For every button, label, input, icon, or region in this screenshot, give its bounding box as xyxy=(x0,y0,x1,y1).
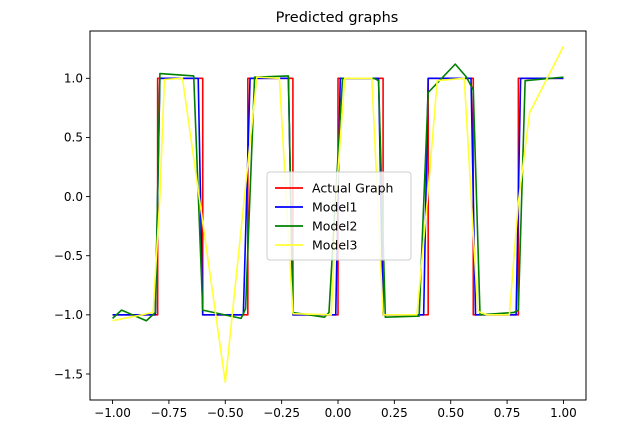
y-tick-label: 0.5 xyxy=(64,131,83,145)
x-tick-label: 1.00 xyxy=(550,406,577,420)
x-tick-label: −1.00 xyxy=(94,406,131,420)
x-tick-label: −0.75 xyxy=(151,406,188,420)
y-axis: −1.5 −1.0 −0.5 0.0 0.5 1.0 xyxy=(54,72,90,381)
series-line-3 xyxy=(112,46,565,384)
series-line-2 xyxy=(112,63,564,322)
y-tick-label: −0.5 xyxy=(54,249,83,263)
legend-label-1: Model1 xyxy=(312,200,357,215)
x-tick-label: −0.25 xyxy=(263,406,300,420)
x-tick-label: 0.50 xyxy=(437,406,464,420)
x-tick-label: 0.00 xyxy=(325,406,352,420)
y-tick-label: −1.5 xyxy=(54,367,83,381)
legend-label-0: Actual Graph xyxy=(312,181,393,196)
y-tick-label: 1.0 xyxy=(64,72,83,86)
chart-title: Predicted graphs xyxy=(276,10,399,26)
x-tick-label: 0.25 xyxy=(381,406,408,420)
legend: Actual Graph Model1 Model2 Model3 xyxy=(266,171,412,261)
x-tick-label: −0.50 xyxy=(207,406,244,420)
legend-label-2: Model2 xyxy=(312,219,357,234)
x-axis: −1.00 −0.75 −0.50 −0.25 0.00 0.25 0.50 0.75 1.00 xyxy=(94,400,577,420)
y-tick-label: 0.0 xyxy=(64,190,83,204)
legend-box xyxy=(266,171,412,261)
y-tick-label: −1.0 xyxy=(54,308,83,322)
legend-label-3: Model3 xyxy=(312,238,357,253)
x-tick-label: 0.75 xyxy=(494,406,521,420)
